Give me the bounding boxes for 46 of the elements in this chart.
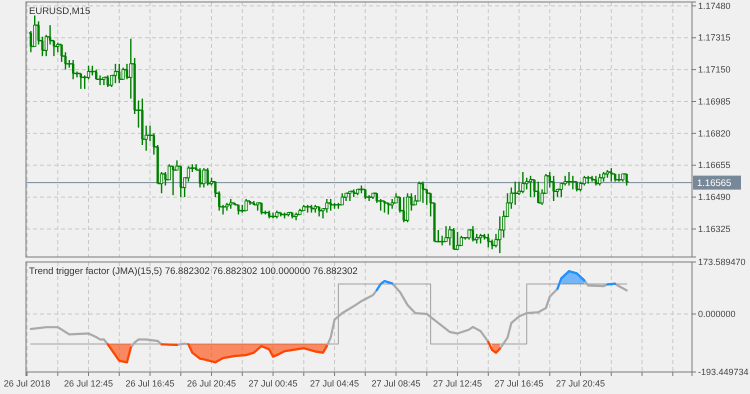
candlestick — [478, 233, 482, 244]
x-tick-label: 27 Jul 08:45 — [372, 378, 421, 388]
y-tick-label: 1.17480 — [698, 0, 731, 11]
candlestick — [122, 66, 125, 80]
candlestick — [344, 192, 348, 202]
x-tick-label: 27 Jul 20:45 — [556, 378, 606, 388]
y-tick-label: 0.000000 — [698, 308, 736, 319]
y-tick-label: 1.17150 — [698, 64, 731, 74]
candlestick — [467, 229, 471, 240]
x-tick-label: 26 Jul 12:45 — [64, 378, 114, 388]
y-tick-label: 1.16985 — [698, 96, 731, 106]
candlestick — [444, 225, 448, 242]
chart-title: EURUSD,M15 — [29, 6, 90, 17]
y-tick-label: 1.17315 — [698, 32, 731, 43]
candlestick — [340, 192, 344, 206]
ref-line-label: 1.16565 — [697, 178, 732, 190]
x-tick-label: 27 Jul 16:45 — [494, 378, 544, 388]
candlestick — [244, 198, 248, 212]
candlestick — [598, 173, 602, 186]
candlestick — [114, 63, 118, 84]
candlestick — [460, 235, 463, 246]
candlestick — [229, 198, 232, 210]
y-tick-label: -193.449734 — [698, 366, 749, 377]
candlestick — [456, 231, 460, 250]
x-tick-label: 26 Jul 20:45 — [187, 378, 236, 388]
y-tick-label: 1.16820 — [698, 128, 731, 138]
x-tick-label: 27 Jul 04:45 — [310, 378, 360, 388]
candlestick — [314, 204, 317, 214]
candlestick — [621, 173, 624, 182]
candlestick — [294, 212, 298, 221]
chart-title: Trend trigger factor (JMA)(15,5) 76.882302 76.882302 100.000000 76.882302 — [29, 266, 358, 277]
y-tick-label: 1.16490 — [698, 192, 731, 202]
x-tick-label: 27 Jul 12:45 — [433, 378, 482, 388]
y-tick-label: 1.16655 — [698, 160, 731, 170]
candlestick — [528, 175, 532, 198]
x-tick-label: 26 Jul 16:45 — [126, 378, 175, 388]
candlestick — [275, 210, 278, 220]
candlestick — [406, 192, 410, 223]
y-tick-label: 173.589470 — [698, 256, 746, 267]
candlestick — [602, 171, 606, 182]
x-tick-label: 27 Jul 00:45 — [248, 378, 298, 388]
y-tick-label: 1.16325 — [698, 224, 731, 234]
candlestick — [417, 180, 421, 202]
candlestick — [348, 190, 352, 202]
candlestick — [606, 169, 610, 178]
x-tick-label: 26 Jul 2018 — [4, 378, 50, 388]
